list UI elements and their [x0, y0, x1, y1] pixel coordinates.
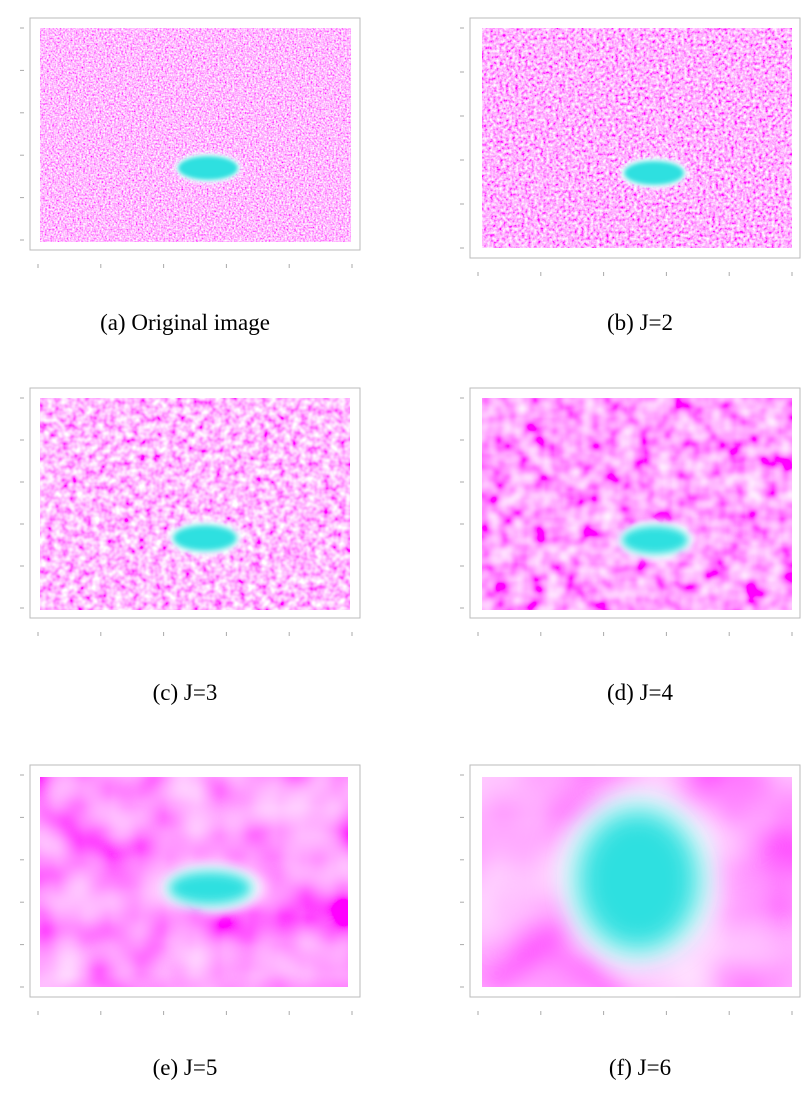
blob [624, 161, 684, 185]
caption: (f) J=6 [609, 1055, 671, 1080]
blob [178, 156, 238, 180]
panel: (c) J=3 [20, 388, 360, 705]
panel: (f) J=6 [460, 765, 800, 1080]
panel-image [482, 398, 792, 610]
panel: (e) J=5 [20, 765, 360, 1080]
panel: (d) J=4 [460, 388, 800, 705]
panel-image [40, 398, 350, 610]
panel-image [482, 28, 792, 248]
caption: (c) J=3 [153, 680, 218, 705]
panel: (a) Original image [20, 18, 360, 335]
blob [173, 525, 237, 551]
panel-image [40, 28, 351, 242]
blob [168, 871, 252, 905]
figure: (a) Original image (b) J=2 (c) J=3 (d) J=4 (… [0, 0, 803, 1109]
caption: (a) Original image [100, 310, 270, 335]
caption: (b) J=2 [607, 310, 673, 335]
caption: (d) J=4 [607, 680, 673, 705]
caption: (e) J=5 [153, 1055, 218, 1080]
panel: (b) J=2 [460, 18, 800, 335]
blob [576, 808, 700, 952]
blob [622, 526, 688, 554]
